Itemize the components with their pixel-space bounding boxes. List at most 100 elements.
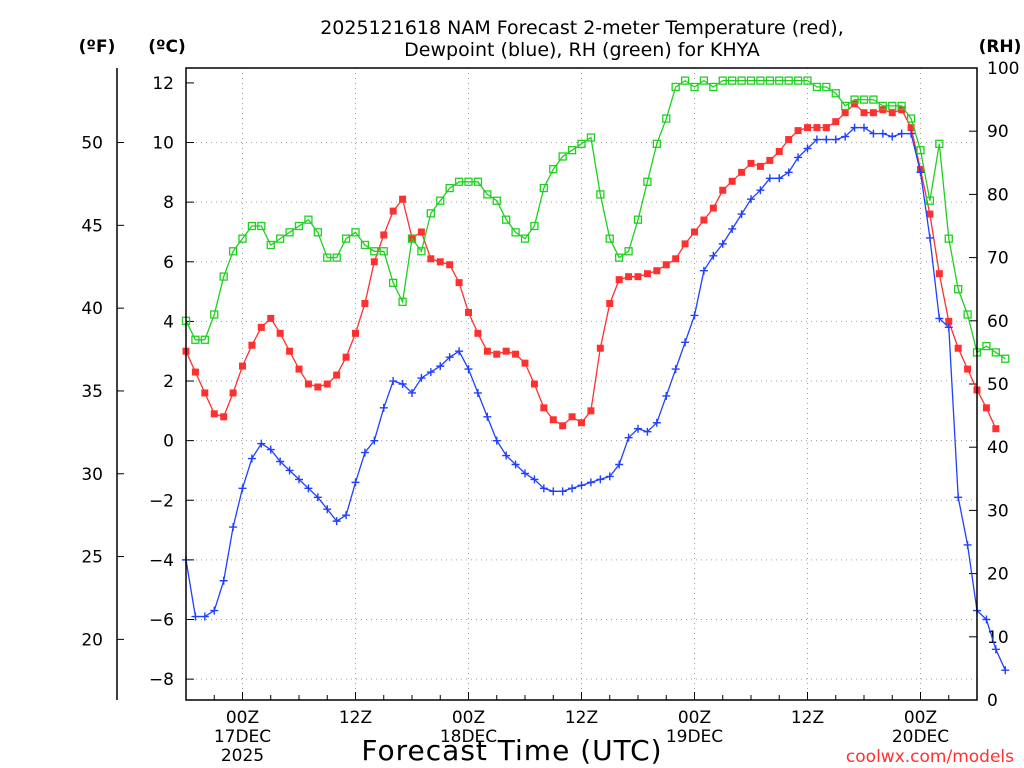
rh-point: [558, 152, 567, 161]
celsius-tick-label: 12: [152, 74, 174, 94]
x-tick-label: 00Z: [452, 708, 485, 728]
dewpoint-point: [266, 445, 275, 454]
celsius-tick-label: 0: [163, 432, 174, 452]
dewpoint-point: [850, 123, 859, 132]
rh-point: [690, 82, 699, 92]
dewpoint-point: [737, 210, 746, 219]
rh-point: [775, 76, 784, 85]
dewpoint-point: [455, 347, 464, 356]
rh-tick-label: 90: [987, 122, 1009, 142]
rh-point: [257, 221, 266, 231]
dewpoint-point: [238, 484, 247, 493]
rh-point: [473, 177, 483, 186]
temperature-point: [436, 258, 444, 266]
rh-point: [596, 190, 605, 199]
dewpoint-point: [426, 368, 435, 377]
rh-point: [285, 228, 294, 237]
rh-point: [841, 101, 850, 111]
dewpoint-point: [794, 153, 803, 162]
x-axis-label: Forecast Time (UTC): [361, 734, 662, 767]
temperature-point: [785, 136, 793, 144]
temperature-point: [521, 359, 529, 367]
temperature-point: [954, 344, 962, 352]
dewpoint-point: [596, 475, 605, 484]
rh-tick-label: 20: [987, 565, 1009, 585]
rh-point: [680, 76, 690, 85]
rh-point: [925, 196, 935, 205]
temperature-point: [295, 365, 303, 373]
rh-point: [539, 183, 548, 193]
fahrenheit-tick-label: 25: [81, 548, 103, 568]
dewpoint-point: [605, 472, 614, 481]
rh-point: [549, 164, 558, 174]
dewpoint-point: [417, 374, 426, 383]
rh-point: [464, 177, 473, 186]
rh-tick-label: 40: [987, 438, 1009, 458]
rh-line: [185, 79, 1006, 360]
rh-point: [586, 133, 596, 142]
rh-point: [492, 196, 501, 205]
temperature-point: [851, 100, 859, 108]
rh-point: [370, 247, 379, 256]
temperature-point: [465, 308, 472, 316]
rh-point: [605, 234, 614, 243]
temperature-point: [596, 344, 604, 352]
temperature-point: [483, 347, 491, 355]
rh-point: [869, 95, 878, 104]
celsius-tick-label: 4: [163, 312, 174, 332]
rh-point: [737, 76, 746, 85]
temperature-point: [869, 109, 877, 117]
x-tick-label: 00Z: [904, 708, 937, 728]
chart-title-line1: 2025121618 NAM Forecast 2-meter Temperat…: [320, 17, 844, 39]
rh-point: [765, 76, 774, 85]
temperature-point: [239, 362, 246, 370]
rh-point: [878, 101, 887, 111]
dewpoint-point: [765, 174, 774, 183]
rh-point: [454, 177, 464, 186]
dewpoint-point: [624, 433, 633, 442]
chart-title-line2: Dewpoint (blue), RH (green) for KHYA: [404, 39, 760, 61]
dewpoint-point: [869, 129, 878, 138]
dewpoint-point: [257, 439, 266, 448]
dewpoint-point: [643, 427, 652, 436]
temperature-point: [653, 267, 661, 275]
dewpoint-point: [728, 224, 737, 233]
series-layer: [181, 76, 1010, 675]
dewpoint-point: [191, 612, 200, 621]
dewpoint-point: [200, 612, 209, 621]
temperature-point: [832, 118, 840, 126]
rh-point: [935, 139, 944, 148]
temperature-point: [587, 407, 595, 415]
temperature-point: [606, 300, 614, 308]
rh-point: [615, 253, 624, 262]
temperature-line: [185, 102, 997, 429]
temperature-point: [474, 329, 482, 337]
dewpoint-point: [756, 186, 765, 195]
rh-point: [671, 82, 680, 92]
rh-point: [200, 335, 209, 344]
temperature-point: [672, 255, 680, 263]
rh-point: [266, 240, 275, 250]
temperature-point: [728, 177, 736, 185]
dewpoint-point: [878, 129, 887, 138]
dewpoint-point: [944, 323, 953, 332]
dewpoint-point: [521, 469, 529, 478]
celsius-tick-label: 8: [163, 193, 174, 213]
rh-tick-label: 0: [987, 691, 998, 711]
rh-point: [304, 215, 313, 224]
rh-point: [954, 285, 963, 294]
temperature-point: [888, 109, 896, 117]
rh-point: [812, 82, 822, 92]
dewpoint-point: [615, 460, 624, 469]
temperature-point: [719, 186, 727, 194]
temperature-point: [314, 383, 322, 391]
dewpoint-point: [360, 448, 369, 457]
dewpoint-point: [511, 460, 520, 469]
x-tick-label: 12Z: [339, 708, 372, 728]
dewpoint-point: [681, 338, 690, 347]
temperature-point: [446, 261, 454, 269]
x-tick-date-label: 20DEC: [892, 727, 949, 747]
rh-point: [633, 215, 643, 224]
x-tick-year-label: 2025: [221, 746, 264, 766]
temperature-point: [512, 350, 520, 358]
